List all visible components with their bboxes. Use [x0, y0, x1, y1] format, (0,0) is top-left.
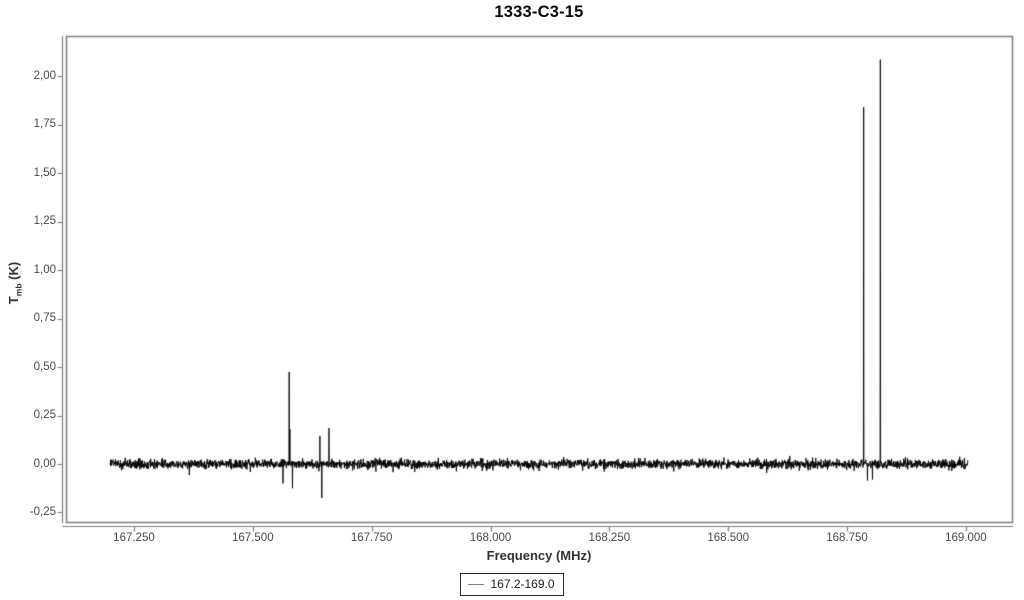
legend-box: 167.2-169.0 — [460, 573, 564, 596]
chart-title: 1333-C3-15 — [494, 3, 584, 21]
y-axis-label-unit: (K) — [6, 261, 21, 284]
legend-line-sample-icon — [468, 583, 485, 585]
y-axis-label: Tmb (K) — [6, 223, 24, 343]
legend: 167.2-169.0 — [0, 573, 1024, 596]
legend-label: 167.2-169.0 — [490, 577, 555, 591]
x-axis-label: Frequency (MHz) — [486, 548, 592, 563]
y-axis-label-main: T — [6, 296, 21, 305]
y-axis-label-sub: mb — [13, 283, 24, 297]
